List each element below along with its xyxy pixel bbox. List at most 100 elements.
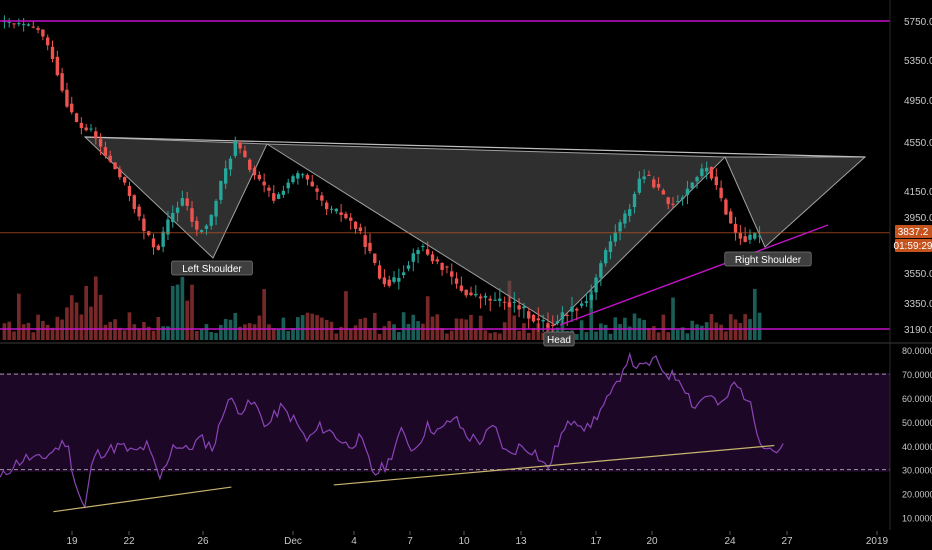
volume-bar bbox=[93, 276, 98, 340]
candle-body bbox=[127, 185, 132, 197]
candle-body bbox=[493, 299, 497, 301]
volume-bar bbox=[194, 331, 199, 340]
candle-body bbox=[454, 278, 459, 284]
pattern-label-head: Head bbox=[543, 331, 575, 347]
candle-body bbox=[512, 301, 516, 303]
candle-body bbox=[551, 325, 555, 327]
candle-body bbox=[70, 103, 74, 113]
rsi-trendline[interactable] bbox=[333, 444, 775, 486]
rsi-axis[interactable]: 80.0000 70.0000 60.0000 50.0000 40.0000 30.00… bbox=[902, 346, 932, 523]
volume-bar bbox=[151, 330, 156, 340]
volume-bar bbox=[344, 291, 348, 340]
candle-body bbox=[219, 180, 223, 200]
current-price-tag: 3837.2 01:59:29 bbox=[894, 225, 932, 252]
candle-body bbox=[228, 158, 233, 170]
candle-body bbox=[680, 197, 685, 200]
countdown-label: 01:59:29 bbox=[894, 241, 932, 252]
candle-body bbox=[421, 246, 425, 248]
volume-bar bbox=[170, 285, 175, 340]
candle-body bbox=[584, 301, 589, 303]
volume-bar bbox=[122, 330, 127, 340]
candle-body bbox=[738, 232, 743, 239]
price-axis[interactable]: 5750.0 5350.0 4950.0 4550.0 4150.0 3950.0 3550… bbox=[904, 17, 932, 336]
volume-bar bbox=[517, 330, 521, 340]
volume-bar bbox=[541, 332, 545, 340]
volume-bar bbox=[190, 284, 194, 340]
volume-bar bbox=[387, 321, 392, 340]
volume-bar bbox=[348, 329, 353, 340]
candle-body bbox=[79, 122, 84, 129]
pattern-label-text: Head bbox=[547, 335, 571, 346]
volume-bar bbox=[204, 324, 209, 340]
candle-body bbox=[387, 279, 391, 286]
candle-body bbox=[41, 29, 45, 37]
candle-body bbox=[724, 199, 728, 215]
candle-body bbox=[209, 214, 213, 226]
candle-body bbox=[695, 177, 699, 182]
candle-body bbox=[252, 168, 257, 176]
candle-body bbox=[603, 250, 608, 264]
volume-bar bbox=[618, 324, 622, 340]
candle-body bbox=[185, 198, 189, 206]
pattern-labels: Left Shoulder Head Right Shoulder bbox=[171, 251, 812, 347]
candle-body bbox=[353, 221, 358, 229]
candle-body bbox=[21, 24, 26, 26]
candle-body bbox=[411, 253, 415, 262]
candle-body bbox=[60, 73, 64, 91]
volume-bar bbox=[392, 324, 396, 340]
rsi-trendline[interactable] bbox=[53, 486, 232, 513]
candle-body bbox=[137, 206, 141, 217]
candle-body bbox=[276, 194, 281, 199]
volume-bar bbox=[257, 315, 262, 340]
volume-bar bbox=[146, 326, 151, 340]
candle-body bbox=[705, 167, 709, 172]
candle-body bbox=[608, 241, 613, 252]
price-levels bbox=[0, 20, 890, 330]
volume-bar bbox=[733, 319, 738, 340]
candle-body bbox=[474, 293, 478, 296]
time-axis-tick-label: 22 bbox=[123, 536, 135, 547]
candle-body bbox=[753, 233, 757, 239]
time-axis-tick-label: 19 bbox=[66, 536, 78, 547]
volume-bar bbox=[473, 328, 478, 340]
price-axis-tick-label: 5350.0 bbox=[904, 56, 932, 67]
volume-bar bbox=[377, 333, 382, 340]
volume-bar bbox=[656, 332, 661, 340]
volume-bar bbox=[579, 320, 584, 340]
rising-trendline[interactable] bbox=[559, 224, 829, 326]
current-price-label: 3837.2 bbox=[898, 227, 929, 238]
candle-body bbox=[320, 195, 324, 201]
volume-bar bbox=[238, 326, 242, 340]
volume-bar bbox=[305, 312, 310, 340]
volume-bar bbox=[142, 321, 146, 340]
time-axis-tick-label: Dec bbox=[284, 536, 302, 547]
time-axis-tick-label: 24 bbox=[724, 536, 736, 547]
volume-bar bbox=[300, 315, 305, 340]
candle-body bbox=[223, 168, 228, 184]
volume-bar bbox=[574, 333, 579, 340]
volume-bar bbox=[680, 327, 685, 340]
candle-body bbox=[199, 230, 204, 232]
candle-body bbox=[300, 174, 305, 176]
candle-body bbox=[132, 195, 136, 209]
volume-bar bbox=[719, 324, 723, 340]
time-axis[interactable]: 19 22 26 Dec 4 7 10 13 17 20 24 27 2019 bbox=[66, 531, 889, 547]
candle-body bbox=[339, 212, 343, 216]
pattern-label-text: Left Shoulder bbox=[182, 264, 242, 275]
candle-body bbox=[286, 182, 290, 189]
volume-bar bbox=[738, 323, 743, 340]
candle-body bbox=[315, 188, 319, 192]
candle-body bbox=[358, 227, 363, 232]
candle-body bbox=[214, 200, 218, 217]
time-axis-tick-label: 10 bbox=[458, 536, 470, 547]
volume-bar bbox=[291, 328, 295, 340]
candle-body bbox=[676, 201, 680, 203]
volume-bar bbox=[7, 321, 12, 340]
candle-body bbox=[175, 207, 180, 213]
volume-bar bbox=[252, 324, 257, 340]
candle-body bbox=[171, 212, 175, 223]
candle-body bbox=[305, 174, 310, 180]
candle-body bbox=[329, 208, 334, 210]
candle-body bbox=[536, 318, 541, 321]
